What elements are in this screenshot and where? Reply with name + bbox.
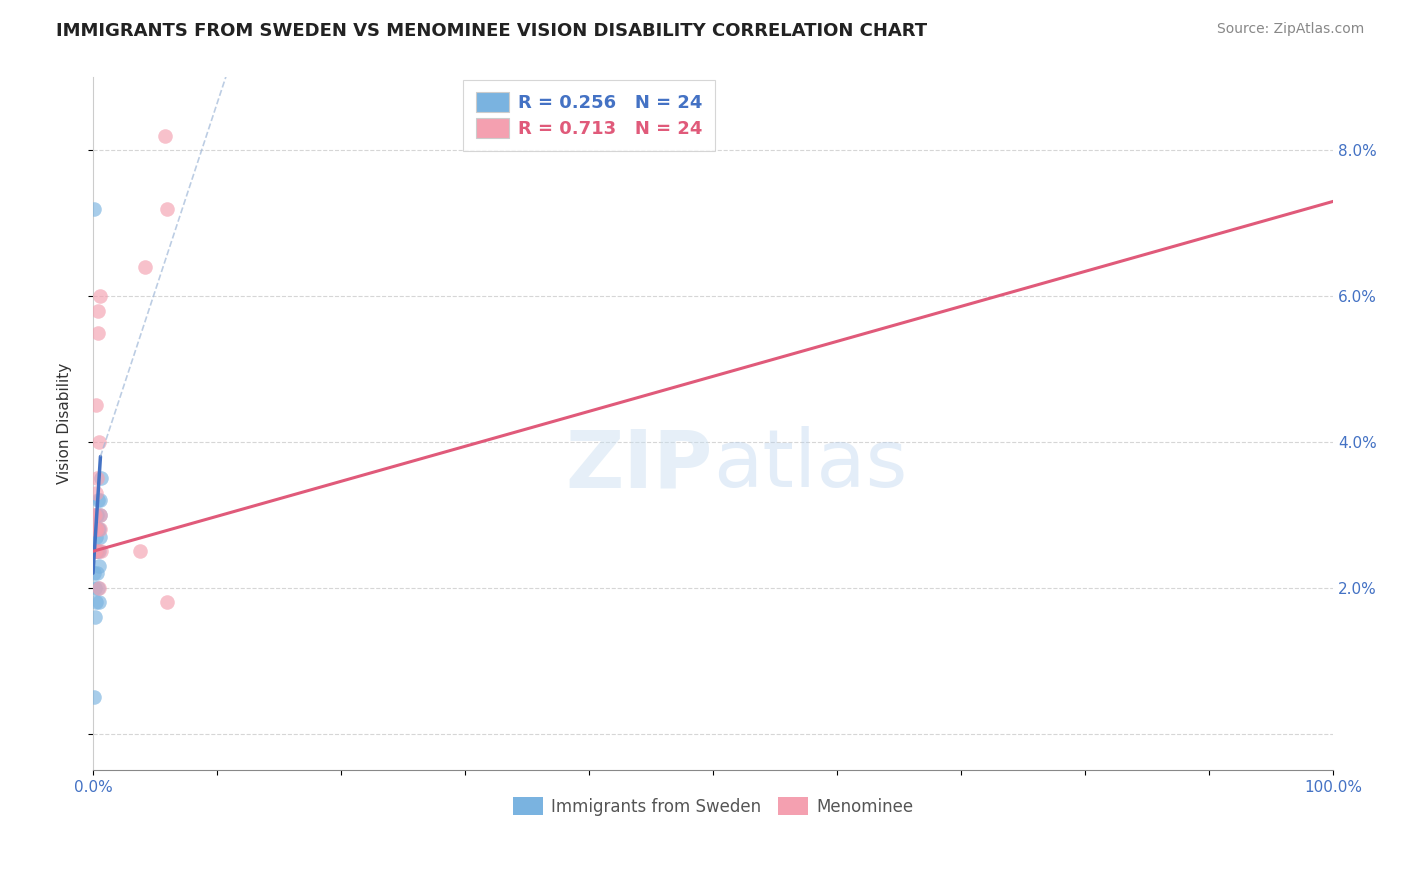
Point <box>89 289 111 303</box>
Point <box>90 471 112 485</box>
Legend: Immigrants from Sweden, Menominee: Immigrants from Sweden, Menominee <box>505 789 922 824</box>
Point <box>84 544 107 558</box>
Point <box>156 202 179 216</box>
Point <box>84 508 107 522</box>
Point <box>87 493 110 508</box>
Text: Source: ZipAtlas.com: Source: ZipAtlas.com <box>1216 22 1364 37</box>
Point <box>83 202 105 216</box>
Point <box>84 530 107 544</box>
Point <box>86 566 108 581</box>
Point <box>90 544 112 558</box>
Point <box>83 544 105 558</box>
Point <box>87 303 110 318</box>
Point <box>84 610 107 624</box>
Point <box>129 544 152 558</box>
Point <box>87 523 110 537</box>
Point <box>89 530 111 544</box>
Point <box>83 581 105 595</box>
Point <box>83 544 105 558</box>
Text: IMMIGRANTS FROM SWEDEN VS MENOMINEE VISION DISABILITY CORRELATION CHART: IMMIGRANTS FROM SWEDEN VS MENOMINEE VISI… <box>56 22 928 40</box>
Point <box>89 523 111 537</box>
Point <box>89 493 111 508</box>
Point <box>89 581 111 595</box>
Point <box>86 544 108 558</box>
Point <box>87 326 110 340</box>
Point <box>83 690 105 704</box>
Point <box>89 595 111 609</box>
Point <box>83 523 105 537</box>
Point <box>89 508 111 522</box>
Point <box>84 399 107 413</box>
Text: atlas: atlas <box>713 426 907 504</box>
Point <box>86 508 108 522</box>
Point <box>84 595 107 609</box>
Text: ZIP: ZIP <box>565 426 713 504</box>
Point <box>87 434 110 449</box>
Point <box>87 523 110 537</box>
Point <box>156 595 179 609</box>
Point <box>87 581 110 595</box>
Point <box>86 523 108 537</box>
Point <box>86 486 108 500</box>
Point <box>87 544 110 558</box>
Point <box>84 523 107 537</box>
Point <box>153 128 176 143</box>
Point <box>84 523 107 537</box>
Point <box>87 558 110 573</box>
Point <box>83 566 105 581</box>
Point <box>89 508 111 522</box>
Point <box>86 471 108 485</box>
Point <box>89 544 111 558</box>
Point <box>86 544 108 558</box>
Point <box>83 508 105 522</box>
Point <box>134 260 156 274</box>
Y-axis label: Vision Disability: Vision Disability <box>58 363 72 484</box>
